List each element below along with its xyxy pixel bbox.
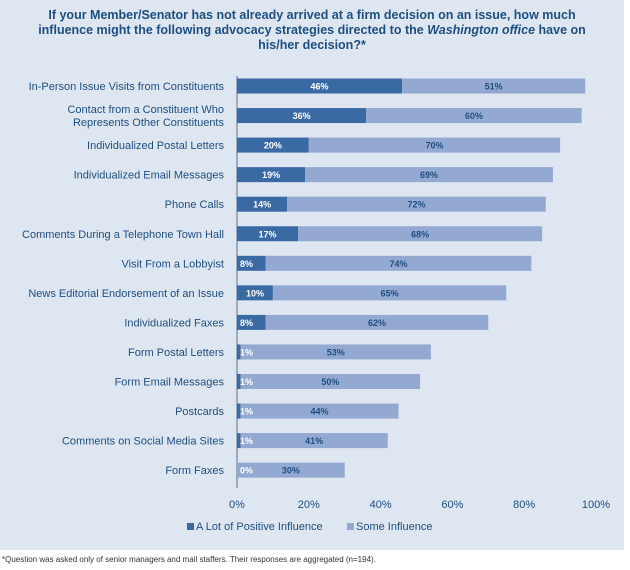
category-label: News Editorial Endorsement of an Issue (28, 288, 224, 300)
category-label: Phone Calls (165, 199, 225, 211)
bar-positive (237, 226, 299, 242)
bar-positive (237, 137, 309, 153)
data-label-positive: 1% (240, 377, 253, 387)
bar-some (298, 226, 543, 242)
category-label: Comments on Social Media Sites (62, 436, 225, 448)
data-label-positive: 14% (253, 200, 271, 210)
category-label: Postcards (175, 406, 224, 418)
data-label-positive: 1% (240, 347, 253, 357)
bar-positive (237, 403, 241, 419)
bar-positive (237, 196, 288, 212)
data-label-positive: 0% (240, 466, 253, 476)
data-label-some: 74% (390, 259, 408, 269)
data-label-positive: 8% (240, 318, 253, 328)
bar-some (287, 196, 546, 212)
category-label: Individualized Email Messages (74, 170, 225, 182)
bar-some (240, 344, 431, 360)
data-label-some: 68% (411, 229, 429, 239)
bar-some (305, 167, 553, 183)
bar-some (240, 433, 388, 449)
bar-some (366, 108, 582, 124)
x-tick-label: 80% (513, 499, 535, 511)
category-label: Form Faxes (165, 465, 224, 477)
bar-some (265, 255, 532, 271)
data-label-some: 41% (305, 436, 323, 446)
legend-label-positive: A Lot of Positive Influence (196, 521, 323, 533)
bar-positive (237, 108, 367, 124)
bar-positive (237, 344, 241, 360)
bar-some (402, 78, 586, 94)
data-label-some: 53% (327, 347, 345, 357)
bar-positive (237, 78, 403, 94)
data-label-positive: 10% (246, 288, 264, 298)
bar-positive (237, 285, 273, 301)
x-tick-label: 20% (298, 499, 320, 511)
data-label-positive: 36% (293, 111, 311, 121)
bar-positive (237, 374, 241, 389)
data-label-positive: 1% (240, 407, 253, 417)
category-label: Comments During a Telephone Town Hall (22, 229, 224, 241)
data-label-some: 69% (420, 170, 438, 180)
x-tick-label: 40% (370, 499, 392, 511)
data-label-positive: 20% (264, 141, 282, 151)
data-label-positive: 1% (240, 436, 253, 446)
stacked-bar-chart: In-Person Issue Visits from Constituents… (22, 76, 610, 533)
data-label-some: 72% (407, 200, 425, 210)
category-label: Represents Other Constituents (73, 117, 225, 129)
data-label-some: 70% (425, 141, 443, 151)
category-label: Form Postal Letters (128, 347, 224, 359)
data-label-some: 65% (381, 288, 399, 298)
category-label: Form Email Messages (115, 377, 225, 389)
x-tick-label: 60% (441, 499, 463, 511)
x-tick-label: 0% (229, 499, 245, 511)
bar-some (308, 137, 561, 153)
category-label: Individualized Postal Letters (87, 140, 224, 152)
category-label: In-Person Issue Visits from Constituents (29, 81, 225, 93)
category-label: Contact from a Constituent Who (67, 104, 224, 116)
bar-some (237, 462, 345, 478)
data-label-positive: 17% (259, 229, 277, 239)
data-label-some: 50% (321, 377, 339, 387)
data-label-positive: 46% (311, 82, 329, 92)
data-label-some: 44% (311, 407, 329, 417)
chart-title-part1: If your Member/Senator has not already a… (38, 8, 576, 37)
footnote: *Question was asked only of senior manag… (2, 555, 376, 564)
chart-title-part2: have on his/her decision?* (258, 23, 586, 52)
data-label-some: 51% (485, 82, 503, 92)
chart-title-emphasis: Washington office (427, 23, 536, 37)
legend-swatch-some (347, 523, 354, 530)
x-tick-label: 100% (582, 499, 610, 511)
bar-positive (237, 433, 241, 449)
data-label-some: 60% (465, 111, 483, 121)
category-label: Individualized Faxes (124, 317, 224, 329)
category-label: Visit From a Lobbyist (121, 258, 224, 270)
data-label-some: 30% (282, 466, 300, 476)
bar-positive (237, 314, 266, 330)
bar-positive (237, 255, 266, 271)
data-label-some: 62% (368, 318, 386, 328)
bar-some (240, 374, 421, 389)
legend-label-some: Some Influence (356, 521, 432, 533)
data-label-positive: 19% (262, 170, 280, 180)
legend-swatch-positive (187, 523, 194, 530)
data-label-positive: 8% (240, 259, 253, 269)
bar-some (240, 403, 399, 419)
bar-some (272, 285, 507, 301)
chart-title: If your Member/Senator has not already a… (20, 8, 604, 53)
bar-positive (237, 167, 306, 183)
bar-some (265, 314, 489, 330)
